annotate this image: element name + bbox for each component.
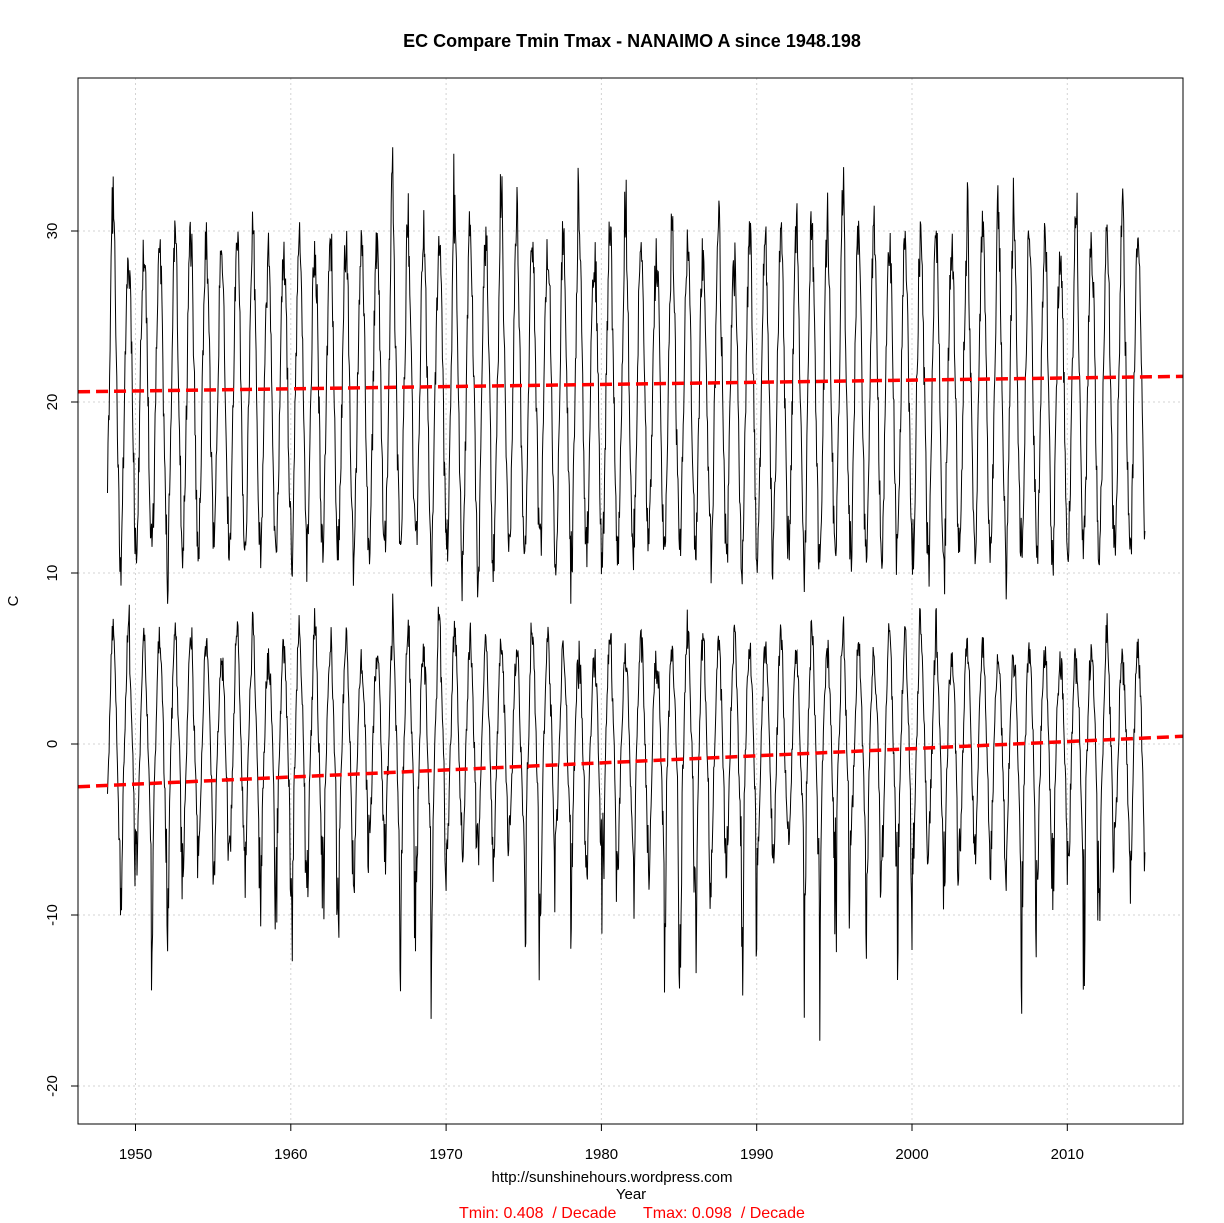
y-tick-label: -10 xyxy=(44,904,61,926)
chart-title: EC Compare Tmin Tmax - NANAIMO A since 1… xyxy=(403,31,861,51)
series-tmin xyxy=(107,593,1146,1041)
x-tick-label: 1960 xyxy=(274,1146,307,1163)
y-axis: -20 -10 0 10 20 30 xyxy=(44,223,79,1097)
x-tick-label: 2000 xyxy=(895,1146,928,1163)
x-tick-label: 2010 xyxy=(1051,1146,1084,1163)
y-tick-label: 10 xyxy=(44,565,61,582)
y-axis-label: C xyxy=(5,595,22,606)
series-tmax xyxy=(107,147,1146,604)
y-tick-label: 30 xyxy=(44,223,61,240)
trend-layer xyxy=(77,374,1184,789)
y-tick-label: -20 xyxy=(44,1075,61,1097)
x-axis-label: Year xyxy=(616,1186,646,1203)
x-tick-label: 1950 xyxy=(119,1146,152,1163)
x-tick-label: 1980 xyxy=(585,1146,618,1163)
x-tick-label: 1970 xyxy=(429,1146,462,1163)
trend-tmax xyxy=(78,374,1184,394)
tmax-rate: Tmax: 0.098 / Decade xyxy=(643,1205,805,1222)
trend-tmin xyxy=(77,734,1184,789)
source-url: http://sunshinehours.wordpress.com xyxy=(492,1169,733,1186)
y-tick-label: 0 xyxy=(44,740,61,748)
x-tick-label: 1990 xyxy=(740,1146,773,1163)
series-layer xyxy=(107,147,1146,1041)
y-tick-label: 20 xyxy=(44,394,61,411)
x-axis: 1950 1960 1970 1980 1990 2000 2010 xyxy=(119,1123,1084,1163)
plot-frame xyxy=(77,77,1184,1125)
tmin-rate: Tmin: 0.408 / Decade xyxy=(459,1205,617,1222)
grid xyxy=(78,78,1183,1124)
